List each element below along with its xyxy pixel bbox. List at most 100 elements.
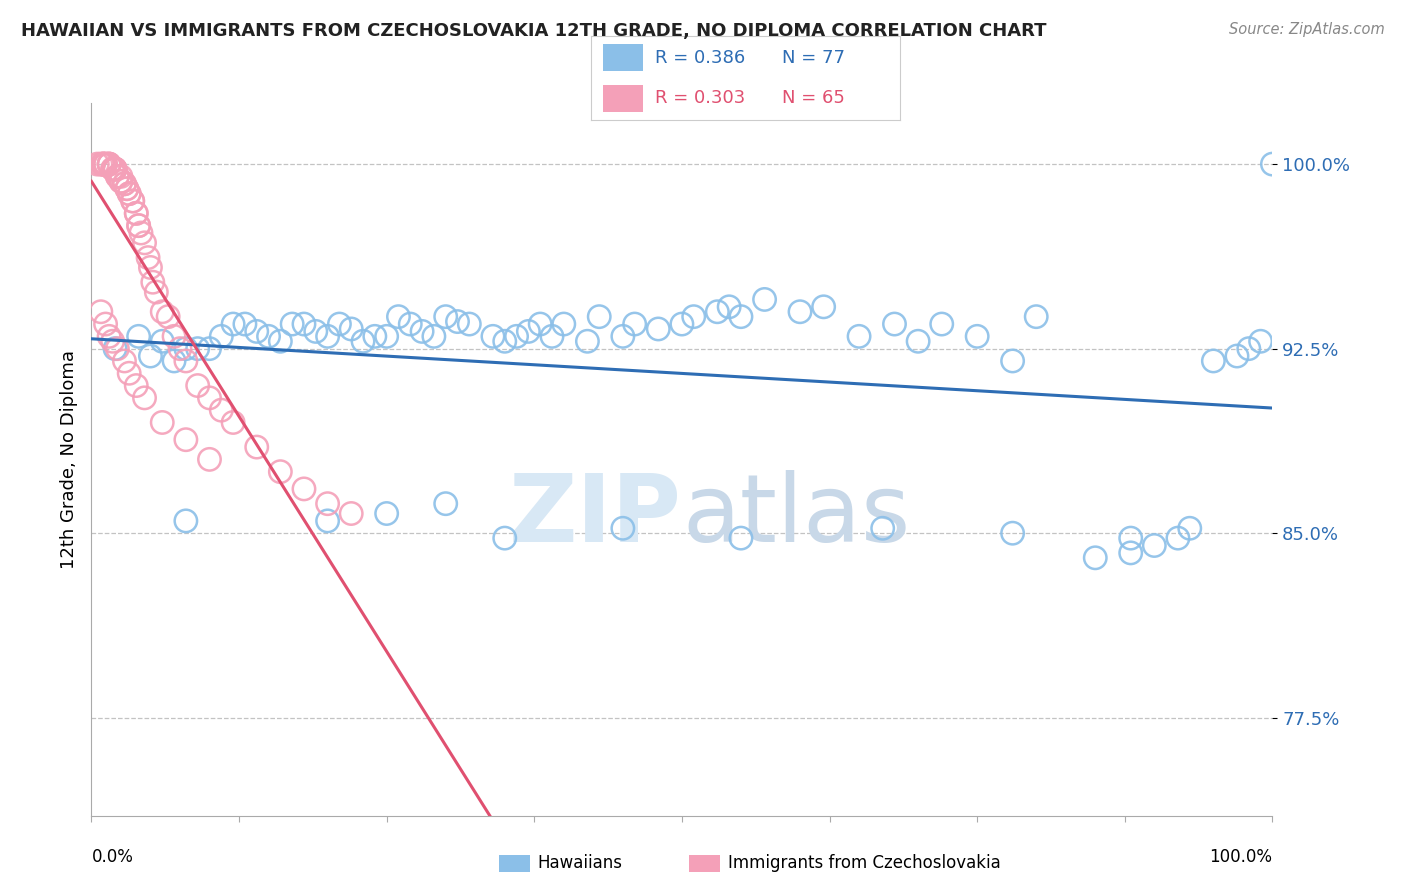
- Point: [91, 157, 114, 171]
- Point: [281, 317, 304, 331]
- Point: [305, 325, 328, 339]
- Point: [125, 206, 148, 220]
- Point: [316, 514, 339, 528]
- Point: [104, 161, 127, 176]
- Point: [222, 317, 245, 331]
- Text: N = 77: N = 77: [782, 49, 845, 67]
- Point: [115, 182, 138, 196]
- Point: [706, 304, 728, 318]
- Point: [163, 329, 186, 343]
- Point: [125, 378, 148, 392]
- Point: [163, 354, 186, 368]
- Text: Hawaiians: Hawaiians: [537, 855, 621, 872]
- Point: [105, 342, 128, 356]
- Text: 100.0%: 100.0%: [1209, 848, 1272, 866]
- Point: [434, 497, 457, 511]
- Point: [91, 157, 114, 171]
- Point: [115, 182, 138, 196]
- Point: [134, 391, 156, 405]
- Point: [101, 161, 124, 176]
- Point: [134, 235, 156, 250]
- Point: [553, 317, 575, 331]
- Point: [187, 378, 209, 392]
- Point: [411, 325, 433, 339]
- Point: [257, 329, 280, 343]
- Point: [142, 275, 165, 289]
- Point: [588, 310, 610, 324]
- Point: [105, 169, 128, 184]
- Point: [1250, 334, 1272, 349]
- Point: [671, 317, 693, 331]
- Point: [169, 342, 191, 356]
- Point: [174, 433, 197, 447]
- Point: [682, 310, 704, 324]
- Point: [1143, 539, 1166, 553]
- Point: [931, 317, 953, 331]
- Point: [104, 161, 127, 176]
- Point: [110, 174, 132, 188]
- Point: [340, 507, 363, 521]
- Point: [246, 440, 269, 454]
- Text: Immigrants from Czechoslovakia: Immigrants from Czechoslovakia: [728, 855, 1001, 872]
- Point: [110, 174, 132, 188]
- Point: [128, 219, 150, 233]
- Point: [1025, 310, 1047, 324]
- Point: [316, 329, 339, 343]
- Point: [754, 293, 776, 307]
- Point: [541, 329, 564, 343]
- Point: [114, 354, 136, 368]
- Point: [1167, 531, 1189, 545]
- Point: [246, 325, 269, 339]
- Point: [114, 177, 136, 191]
- Point: [647, 322, 669, 336]
- Point: [94, 157, 117, 171]
- Point: [789, 304, 811, 318]
- Point: [121, 194, 143, 208]
- Point: [118, 366, 141, 380]
- Point: [104, 161, 127, 176]
- Point: [872, 521, 894, 535]
- Point: [129, 226, 152, 240]
- Point: [98, 329, 121, 343]
- Point: [612, 329, 634, 343]
- Point: [292, 317, 315, 331]
- Point: [328, 317, 350, 331]
- Text: 0.0%: 0.0%: [91, 848, 134, 866]
- Bar: [603, 85, 643, 112]
- Point: [730, 310, 752, 324]
- Point: [139, 260, 162, 275]
- Text: R = 0.303: R = 0.303: [655, 89, 745, 107]
- Point: [125, 206, 148, 220]
- Text: Source: ZipAtlas.com: Source: ZipAtlas.com: [1229, 22, 1385, 37]
- Point: [174, 514, 197, 528]
- Point: [139, 349, 162, 363]
- Y-axis label: 12th Grade, No Diploma: 12th Grade, No Diploma: [59, 350, 77, 569]
- Bar: [603, 44, 643, 71]
- Point: [966, 329, 988, 343]
- Text: ZIP: ZIP: [509, 470, 682, 563]
- Point: [105, 169, 128, 184]
- Point: [91, 157, 114, 171]
- Point: [150, 304, 173, 318]
- Point: [114, 177, 136, 191]
- Point: [101, 161, 124, 176]
- Point: [316, 497, 339, 511]
- Point: [1226, 349, 1249, 363]
- Point: [198, 452, 221, 467]
- Point: [529, 317, 551, 331]
- Point: [718, 300, 741, 314]
- Point: [423, 329, 446, 343]
- Text: R = 0.386: R = 0.386: [655, 49, 745, 67]
- Point: [269, 334, 291, 349]
- Point: [104, 161, 127, 176]
- Point: [136, 251, 159, 265]
- Point: [730, 531, 752, 545]
- Point: [494, 334, 516, 349]
- Point: [157, 310, 180, 324]
- Point: [1084, 550, 1107, 565]
- Point: [128, 329, 150, 343]
- Point: [150, 334, 173, 349]
- Point: [292, 482, 315, 496]
- Point: [1261, 157, 1284, 171]
- Point: [364, 329, 387, 343]
